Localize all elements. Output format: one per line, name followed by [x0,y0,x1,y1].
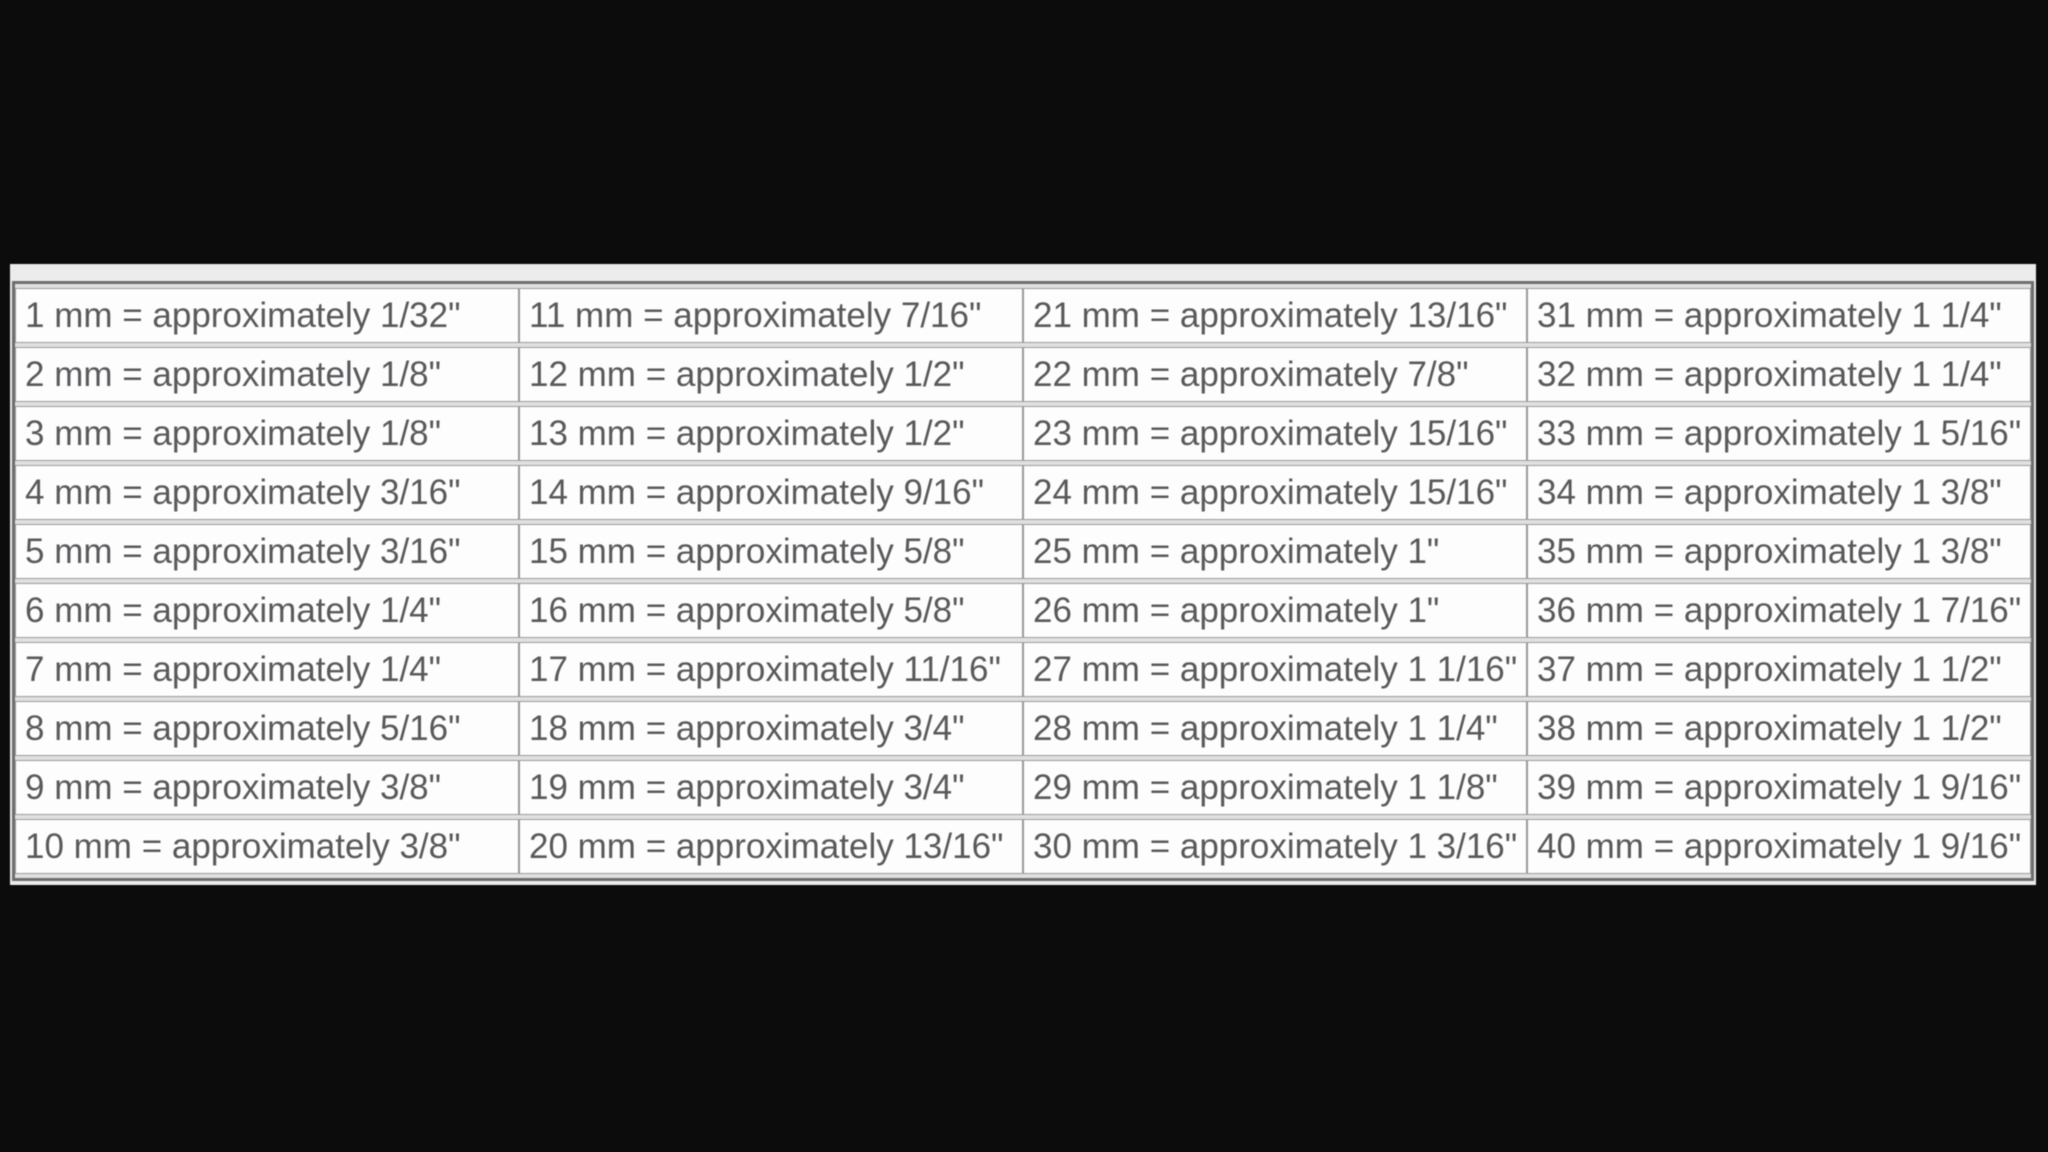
conversion-cell: 13 mm = approximately 1/2" [519,406,1023,461]
conversion-cell: 18 mm = approximately 3/4" [519,701,1023,756]
table-row: 8 mm = approximately 5/16" 18 mm = approx… [15,701,2031,756]
conversion-cell: 10 mm = approximately 3/8" [15,819,519,874]
conversion-cell: 27 mm = approximately 1 1/16" [1023,642,1527,697]
conversion-cell: 29 mm = approximately 1 1/8" [1023,760,1527,815]
conversion-cell: 25 mm = approximately 1" [1023,524,1527,579]
conversion-cell: 37 mm = approximately 1 1/2" [1527,642,2031,697]
conversion-cell: 2 mm = approximately 1/8" [15,347,519,402]
conversion-cell: 28 mm = approximately 1 1/4" [1023,701,1527,756]
conversion-cell: 4 mm = approximately 3/16" [15,465,519,520]
conversion-cell: 1 mm = approximately 1/32" [15,288,519,343]
conversion-cell: 33 mm = approximately 1 5/16" [1527,406,2031,461]
conversion-cell: 34 mm = approximately 1 3/8" [1527,465,2031,520]
table-row: 4 mm = approximately 3/16" 14 mm = approx… [15,465,2031,520]
table-row: 10 mm = approximately 3/8" 20 mm = approx… [15,819,2031,874]
conversion-cell: 31 mm = approximately 1 1/4" [1527,288,2031,343]
conversion-cell: 5 mm = approximately 3/16" [15,524,519,579]
conversion-cell: 39 mm = approximately 1 9/16" [1527,760,2031,815]
conversion-cell: 8 mm = approximately 5/16" [15,701,519,756]
conversion-cell: 24 mm = approximately 15/16" [1023,465,1527,520]
conversion-cell: 11 mm = approximately 7/16" [519,288,1023,343]
table-row: 9 mm = approximately 3/8" 19 mm = approxi… [15,760,2031,815]
conversion-cell: 22 mm = approximately 7/8" [1023,347,1527,402]
table-row: 7 mm = approximately 1/4" 17 mm = approxi… [15,642,2031,697]
conversion-cell: 12 mm = approximately 1/2" [519,347,1023,402]
mm-to-inch-conversion-table: 1 mm = approximately 1/32" 11 mm = approx… [12,281,2034,881]
conversion-cell: 6 mm = approximately 1/4" [15,583,519,638]
conversion-cell: 23 mm = approximately 15/16" [1023,406,1527,461]
conversion-cell: 38 mm = approximately 1 1/2" [1527,701,2031,756]
conversion-cell: 19 mm = approximately 3/4" [519,760,1023,815]
conversion-table-body: 1 mm = approximately 1/32" 11 mm = approx… [15,288,2031,874]
conversion-cell: 36 mm = approximately 1 7/16" [1527,583,2031,638]
conversion-cell: 26 mm = approximately 1" [1023,583,1527,638]
conversion-cell: 30 mm = approximately 1 3/16" [1023,819,1527,874]
conversion-cell: 14 mm = approximately 9/16" [519,465,1023,520]
table-row: 3 mm = approximately 1/8" 13 mm = approxi… [15,406,2031,461]
conversion-cell: 20 mm = approximately 13/16" [519,819,1023,874]
conversion-cell: 40 mm = approximately 1 9/16" [1527,819,2031,874]
conversion-cell: 21 mm = approximately 13/16" [1023,288,1527,343]
conversion-cell: 16 mm = approximately 5/8" [519,583,1023,638]
conversion-cell: 3 mm = approximately 1/8" [15,406,519,461]
table-row: 2 mm = approximately 1/8" 12 mm = approxi… [15,347,2031,402]
conversion-cell: 17 mm = approximately 11/16" [519,642,1023,697]
conversion-cell: 7 mm = approximately 1/4" [15,642,519,697]
conversion-cell: 35 mm = approximately 1 3/8" [1527,524,2031,579]
table-row: 5 mm = approximately 3/16" 15 mm = approx… [15,524,2031,579]
table-sheet: 1 mm = approximately 1/32" 11 mm = approx… [10,264,2036,885]
table-row: 1 mm = approximately 1/32" 11 mm = approx… [15,288,2031,343]
conversion-cell: 32 mm = approximately 1 1/4" [1527,347,2031,402]
table-row: 6 mm = approximately 1/4" 16 mm = approxi… [15,583,2031,638]
conversion-cell: 9 mm = approximately 3/8" [15,760,519,815]
conversion-cell: 15 mm = approximately 5/8" [519,524,1023,579]
